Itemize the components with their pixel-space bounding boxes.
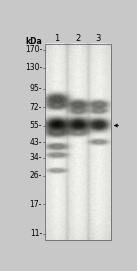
Text: 26-: 26-: [30, 172, 42, 180]
Text: 17-: 17-: [30, 200, 42, 209]
Text: 2: 2: [75, 34, 81, 43]
Text: kDa: kDa: [25, 37, 42, 46]
Text: 95-: 95-: [30, 84, 42, 93]
Text: 43-: 43-: [30, 138, 42, 147]
Text: 170-: 170-: [25, 45, 42, 54]
Text: 34-: 34-: [30, 153, 42, 162]
Text: 55-: 55-: [30, 121, 42, 130]
Text: 11-: 11-: [30, 229, 42, 238]
Text: 130-: 130-: [25, 63, 42, 72]
Bar: [45, 44, 111, 240]
Text: 1: 1: [54, 34, 60, 43]
Text: 3: 3: [95, 34, 101, 43]
Text: 72-: 72-: [30, 103, 42, 112]
